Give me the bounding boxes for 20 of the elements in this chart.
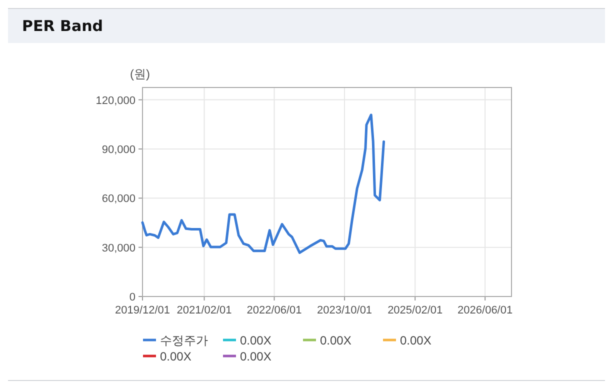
y-axis-title: (원): [130, 67, 150, 81]
x-tick-label: 2022/06/01: [246, 304, 302, 316]
legend-label: 0.00X: [240, 334, 272, 348]
y-tick-label: 30,000: [102, 242, 136, 254]
y-tick-label: 90,000: [102, 144, 136, 156]
x-tick-label: 2021/02/01: [176, 304, 232, 316]
legend-label: 0.00X: [160, 350, 192, 364]
line-series: [141, 114, 386, 254]
x-tick-label: 2025/02/01: [388, 304, 443, 316]
legend-label: 0.00X: [240, 350, 272, 364]
legend-label: 0.00X: [320, 334, 352, 348]
legend-label: 0.00X: [400, 334, 432, 348]
x-tick-label: 2026/06/01: [458, 304, 513, 316]
legend-label: 수정주가: [160, 334, 208, 348]
x-tick-label: 2023/10/01: [317, 304, 372, 316]
x-tick-label: 2019/12/01: [114, 304, 170, 316]
y-tick-label: 0: [129, 292, 136, 304]
chart-title: PER Band: [22, 17, 103, 35]
y-tick-label: 60,000: [102, 193, 136, 206]
y-tick-label: 120,000: [96, 94, 136, 107]
